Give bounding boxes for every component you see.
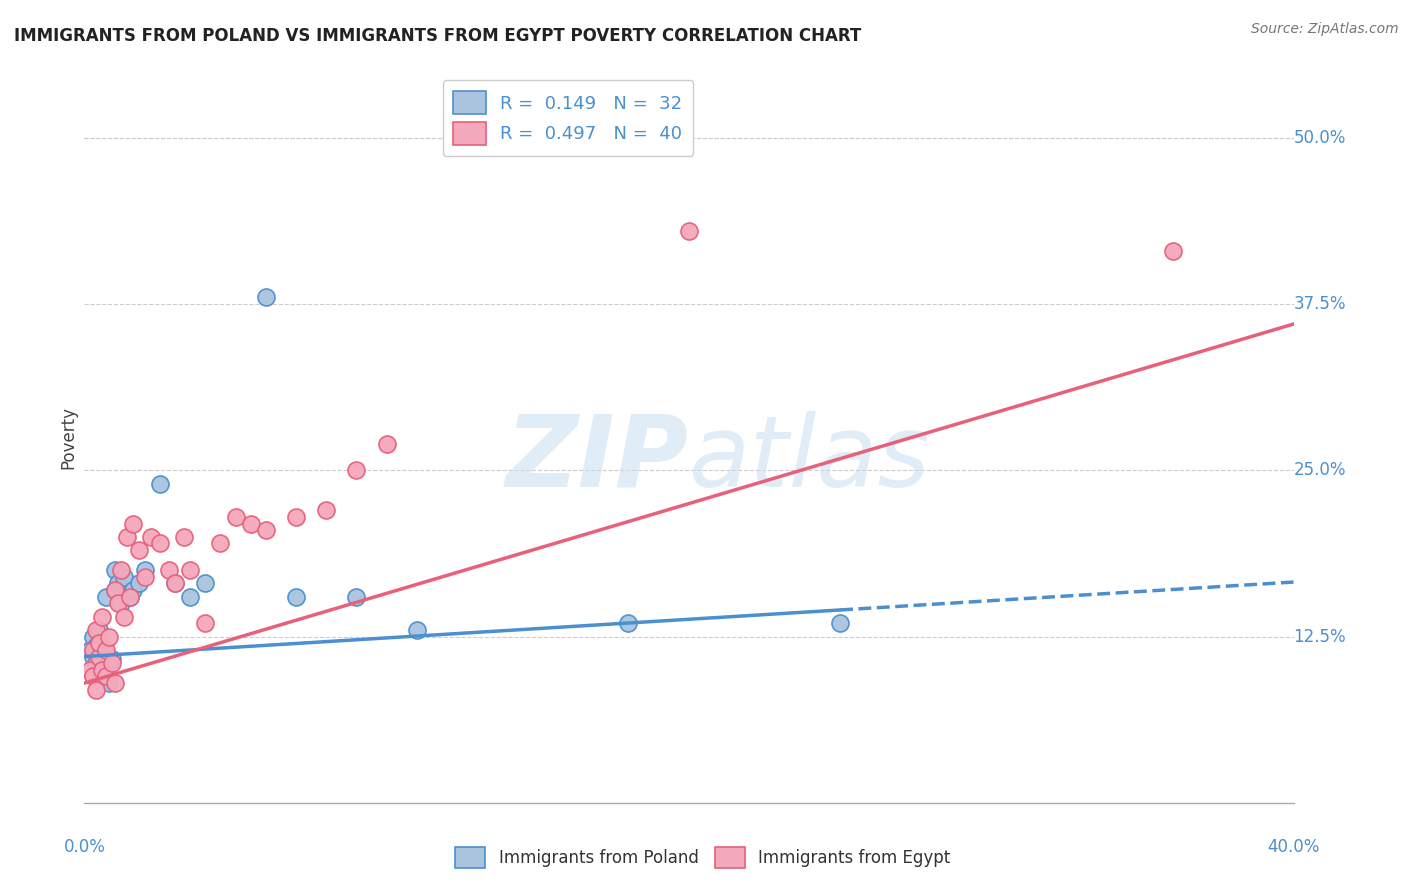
Point (82, 649, 104, 664)
Point (149, 476, 172, 491)
Text: IMMIGRANTS FROM POLAND VS IMMIGRANTS FROM EGYPT POVERTY CORRELATION CHART: IMMIGRANTS FROM POLAND VS IMMIGRANTS FRO… (14, 27, 862, 45)
Point (134, 570, 156, 584)
Point (91, 663, 114, 677)
Point (254, 290, 277, 304)
Point (107, 576, 129, 591)
Point (406, 623, 429, 637)
Point (86, 623, 108, 637)
Text: Source: ZipAtlas.com: Source: ZipAtlas.com (1251, 22, 1399, 37)
Legend: Immigrants from Poland, Immigrants from Egypt: Immigrants from Poland, Immigrants from … (449, 840, 957, 875)
Point (209, 536, 232, 550)
Point (97, 630, 120, 644)
Point (94, 590, 117, 604)
Point (86, 656, 108, 670)
Text: 25.0%: 25.0% (1294, 461, 1346, 479)
Point (128, 576, 150, 591)
Point (112, 570, 135, 584)
Point (121, 516, 143, 531)
Point (118, 590, 141, 604)
Point (89, 663, 111, 677)
Point (617, 616, 640, 631)
Point (97, 676, 120, 690)
Point (89, 649, 111, 664)
Point (86, 639, 108, 653)
Point (110, 563, 132, 577)
Point (115, 530, 138, 544)
Point (179, 563, 201, 577)
Point (346, 463, 368, 477)
Point (254, 523, 277, 537)
Point (94, 643, 117, 657)
Text: 12.5%: 12.5% (1294, 628, 1346, 646)
Point (86, 682, 108, 697)
Point (830, 616, 852, 631)
Text: 37.5%: 37.5% (1294, 295, 1346, 313)
Point (194, 576, 217, 591)
Point (149, 536, 172, 550)
Point (163, 576, 186, 591)
Point (678, 224, 700, 238)
Point (82, 630, 104, 644)
Point (128, 543, 150, 558)
Point (82, 643, 104, 657)
Text: 40.0%: 40.0% (1267, 838, 1320, 855)
Point (100, 652, 122, 666)
Point (163, 576, 186, 591)
Point (100, 656, 122, 670)
Point (104, 582, 127, 597)
Point (79, 643, 101, 657)
Point (284, 590, 308, 604)
Point (91, 609, 114, 624)
Point (225, 509, 247, 524)
Point (89, 636, 111, 650)
Point (134, 563, 156, 577)
Point (157, 563, 180, 577)
Point (94, 647, 117, 661)
Point (1161, 244, 1184, 258)
Text: ZIP: ZIP (506, 410, 689, 508)
Y-axis label: Poverty: Poverty (59, 406, 77, 468)
Point (173, 530, 195, 544)
Point (82, 669, 104, 683)
Point (107, 596, 129, 610)
Point (89, 623, 111, 637)
Point (104, 676, 127, 690)
Point (284, 509, 308, 524)
Text: atlas: atlas (689, 410, 931, 508)
Point (104, 582, 127, 597)
Point (375, 436, 398, 450)
Point (110, 596, 132, 610)
Text: 0.0%: 0.0% (63, 838, 105, 855)
Point (179, 590, 201, 604)
Point (112, 609, 135, 624)
Point (104, 563, 127, 577)
Point (79, 663, 101, 677)
Point (346, 590, 368, 604)
Text: 50.0%: 50.0% (1294, 128, 1346, 147)
Point (194, 616, 217, 631)
Point (121, 582, 143, 597)
Point (139, 530, 162, 544)
Point (91, 669, 114, 683)
Legend: R =  0.149   N =  32, R =  0.497   N =  40: R = 0.149 N = 32, R = 0.497 N = 40 (443, 80, 693, 156)
Point (91, 652, 114, 666)
Point (94, 669, 117, 683)
Point (118, 590, 141, 604)
Point (239, 516, 262, 531)
Point (315, 503, 337, 517)
